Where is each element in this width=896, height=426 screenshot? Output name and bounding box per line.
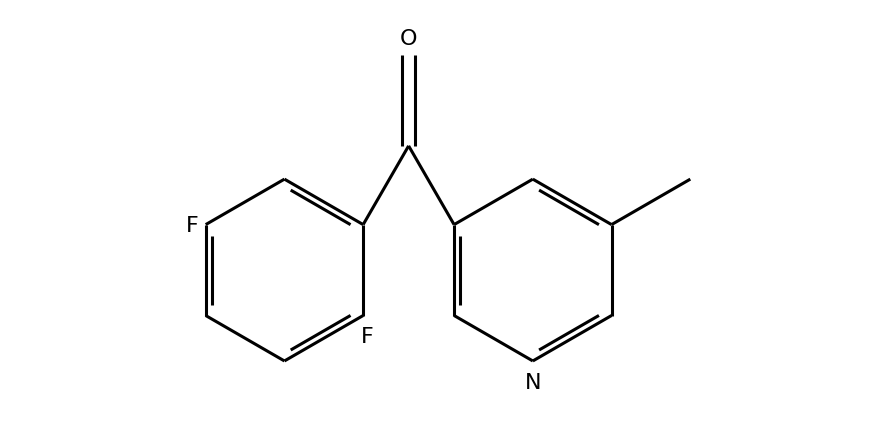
Text: O: O <box>400 29 418 49</box>
Text: F: F <box>361 327 375 347</box>
Text: N: N <box>524 372 541 392</box>
Text: F: F <box>185 215 198 235</box>
